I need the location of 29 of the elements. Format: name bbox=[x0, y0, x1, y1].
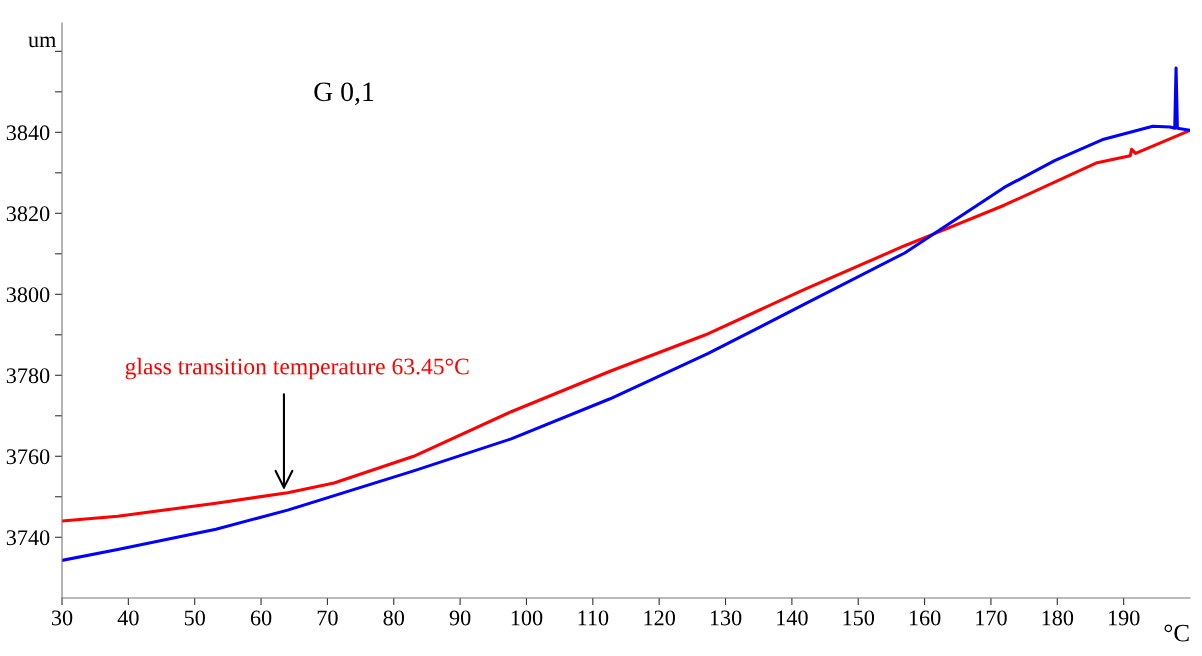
y-tick-label: 3740 bbox=[6, 530, 50, 546]
y-tick-label: 3840 bbox=[6, 125, 50, 141]
annotation: glass transition temperature 63.45°C bbox=[125, 357, 469, 380]
x-tick-label: 110 bbox=[578, 610, 609, 626]
y-tick-label: 3780 bbox=[6, 368, 50, 384]
x-tick-label: 170 bbox=[976, 610, 1007, 626]
line-series bbox=[62, 128, 1190, 523]
x-tick-label: 120 bbox=[644, 610, 675, 626]
x-tick-label: 70 bbox=[317, 610, 338, 626]
x-tick-label: 100 bbox=[511, 610, 543, 626]
x-tick-label: 90 bbox=[449, 610, 471, 626]
y-axis-title: um bbox=[28, 36, 57, 48]
x-tick-label: 160 bbox=[909, 610, 941, 626]
x-tick-label: 150 bbox=[843, 610, 875, 626]
text: G 0,1 bbox=[314, 82, 374, 106]
x-axis-title: °C bbox=[1164, 624, 1189, 642]
x-tick-label: 190 bbox=[1108, 610, 1140, 626]
y-tick-label: 3820 bbox=[6, 206, 50, 222]
y-tick-label: 3760 bbox=[6, 449, 50, 465]
x-tick-label: 50 bbox=[184, 610, 205, 626]
x-tick-label: 140 bbox=[777, 610, 808, 626]
line-series bbox=[62, 66, 1190, 562]
x-tick-label: 40 bbox=[117, 610, 139, 626]
x-tick-label: 80 bbox=[383, 610, 405, 626]
x-tick-label: 30 bbox=[51, 610, 73, 626]
x-tick-label: 60 bbox=[250, 610, 272, 626]
y-tick-label: 3800 bbox=[6, 287, 50, 303]
x-tick-label: 180 bbox=[1042, 610, 1074, 626]
x-tick-label: 130 bbox=[710, 610, 742, 626]
